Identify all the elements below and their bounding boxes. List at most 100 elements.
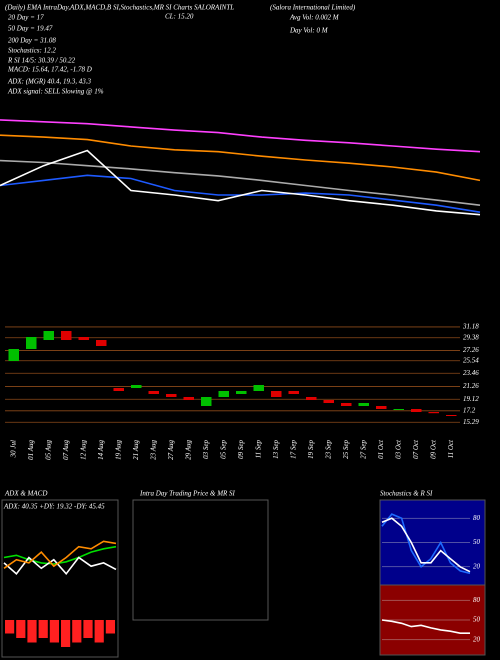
x-tick-label: 07 Oct [412,439,420,459]
candle-body [183,397,194,400]
candle-body [341,403,352,406]
chart-title: ADX & MACD [4,490,47,498]
x-tick-label: 11 Sep [254,440,262,459]
x-tick-label: 19 Aug [114,440,122,460]
y-tick-label: 80 [473,596,481,604]
x-tick-label: 07 Aug [62,440,70,460]
x-tick-label: 23 Sep [324,440,332,459]
chart-title: Intra Day Trading Price & MR SI [139,490,236,498]
x-tick-label: 19 Sep [307,440,315,459]
x-tick-label: 09 Sep [237,440,245,459]
annotation: Stochastics: 12.2 [8,47,56,55]
candle-body [376,406,387,409]
x-tick-label: 01 Oct [377,439,385,459]
x-tick-label: 03 Sep [202,440,210,459]
x-tick-label: 09 Oct [429,439,437,459]
candle-body [78,337,89,340]
y-tick-label: 80 [473,514,481,522]
series-line [0,119,481,153]
annotation: ADX signal: SELL Slowing @ 1% [7,88,104,96]
y-tick-label: 17.2 [463,406,476,414]
annotation: 200 Day = 31.08 [8,37,56,45]
candle-body [218,391,229,397]
bar [72,620,82,643]
y-tick-label: 29.38 [463,333,479,341]
x-tick-label: 01 Aug [27,440,35,460]
x-tick-label: 23 Aug [149,440,157,460]
bar [94,620,104,643]
annotation: MACD: 15.64, 17.42, -1.78 D [7,66,92,74]
candle-body [148,391,159,394]
series-line [3,556,117,576]
bar [16,620,26,638]
y-tick-label: 23.46 [463,369,479,377]
candle-body [166,394,177,397]
candle-body [253,385,264,391]
intraday-panel-frame [132,499,269,621]
y-tick-label: 19.12 [463,395,479,403]
candle-body [113,388,124,391]
x-tick-label: 14 Aug [97,440,105,460]
y-tick-label: 20 [473,635,481,643]
candle-body [393,409,404,410]
chart-title: (Salora International Limited) [270,4,356,12]
candle-body [201,397,212,406]
x-tick-label: 21 Aug [132,440,140,460]
bar [5,620,15,634]
x-tick-label: 13 Sep [272,440,280,459]
y-tick-label: 20 [473,562,481,570]
candle-body [8,349,19,361]
y-tick-label: 25.54 [463,356,479,364]
x-tick-label: 17 Sep [289,440,297,459]
candle-body [446,415,457,416]
adx-panel-frame [1,499,119,658]
annotation: R SI 14/5: 30.39 / 50.22 [7,57,76,65]
bar [38,620,48,638]
candle-body [96,340,107,346]
series-line [3,545,117,565]
candle-body [288,391,299,394]
x-tick-label: 12 Aug [79,440,87,460]
y-tick-label: 50 [473,616,481,624]
x-tick-label: 29 Aug [184,440,192,460]
bar [105,620,115,634]
bar [61,620,71,647]
x-tick-label: 27 Aug [167,440,175,460]
y-tick-label: 15.29 [463,418,479,426]
x-tick-label: 03 Oct [394,439,402,459]
y-tick-label: 27.26 [463,346,479,354]
candle-body [411,409,422,412]
candle-body [358,403,369,406]
y-tick-label: 21.26 [463,382,479,390]
candle-body [236,391,247,394]
series-line [0,149,481,216]
annotation: 50 Day = 19.47 [8,25,53,33]
series-line [381,517,471,573]
candle-body [323,400,334,403]
candle-body [306,397,317,400]
bar [49,620,59,643]
bar [83,620,93,638]
bar [27,620,37,643]
chart-title: Stochastics & R SI [380,490,433,498]
chart-subtitle: (Daily) EMA IntraDay,ADX,MACD,B SI,Stoch… [5,4,234,12]
series-line [0,134,481,182]
annotation: CL: 15.20 [165,13,194,21]
y-tick-label: 50 [473,538,481,546]
candle-body [428,412,439,414]
series-line [0,159,481,206]
chart-subtitle: ADX: 40.35 +DY: 19.32 -DY: 45.45 [3,503,105,511]
x-tick-label: 05 Aug [44,440,52,460]
series-line [3,540,117,569]
x-tick-label: 27 Sep [359,440,367,459]
y-tick-label: 31.18 [462,323,479,331]
x-tick-label: 11 Oct [447,439,455,458]
series-line [381,619,470,634]
candle-body [271,391,282,397]
x-tick-label: 05 Sep [219,440,227,459]
candle-body [131,385,142,388]
annotation: Avg Vol: 0.002 M [289,14,340,22]
annotation: ADX: (MGR) 40.4, 19.3, 43.3 [7,78,92,86]
annotation: 20 Day = 17 [8,14,44,22]
